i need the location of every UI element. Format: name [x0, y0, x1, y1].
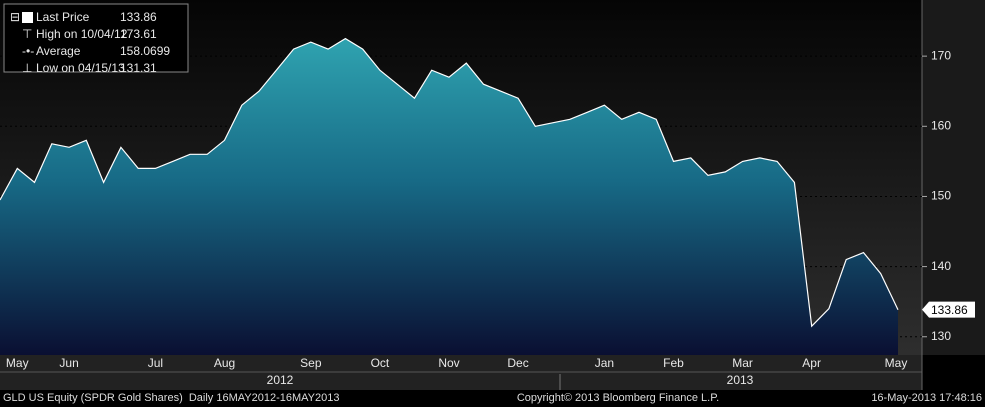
year-label: 2013 — [727, 373, 754, 387]
legend-label: Average — [36, 44, 81, 58]
legend-value: 158.0699 — [120, 44, 170, 58]
y-tick-label: 170 — [931, 48, 951, 62]
x-tick-label: Mar — [732, 356, 753, 370]
y-tick-label: 130 — [931, 329, 951, 343]
y-tick-label: 150 — [931, 189, 951, 203]
legend-value: 173.61 — [120, 27, 157, 41]
x-tick-label: Dec — [507, 356, 528, 370]
x-tick-label: Feb — [663, 356, 684, 370]
x-tick-label: Jan — [595, 356, 614, 370]
right-axis-area — [922, 0, 985, 355]
year-label: 2012 — [267, 373, 294, 387]
footer-left: GLD US Equity (SPDR Gold Shares) Daily 1… — [3, 392, 339, 404]
legend-swatch — [22, 12, 33, 23]
last-price-tag — [922, 301, 975, 318]
x-tick-label: Jun — [59, 356, 78, 370]
y-tick-label: 140 — [931, 259, 951, 273]
legend-icon: -•- — [22, 44, 34, 58]
area — [0, 38, 898, 355]
last-price-label: 133.86 — [931, 303, 968, 317]
legend-label: Last Price — [36, 10, 90, 24]
legend-value: 131.31 — [120, 61, 157, 75]
footer-right: 16-May-2013 17:48:16 — [871, 392, 982, 404]
x-tick-label: May — [885, 356, 908, 370]
legend-box — [3, 3, 189, 73]
x-tick-label: May — [6, 356, 29, 370]
x-tick-label: Sep — [300, 356, 322, 370]
x-tick-label: Nov — [438, 356, 459, 370]
legend-value: 133.86 — [120, 10, 157, 24]
legend-icon: ⊥ — [22, 61, 32, 75]
x-tick-label: Oct — [371, 356, 390, 370]
x-tick-label: Jul — [148, 356, 163, 370]
line — [0, 37, 899, 328]
x-tick-label: Aug — [214, 356, 235, 370]
y-tick-label: 160 — [931, 118, 951, 132]
legend-icon: ⊟ — [10, 10, 20, 24]
legend-label: Low on 04/15/13 — [36, 61, 125, 75]
footer-center: Copyright© 2013 Bloomberg Finance L.P. — [517, 392, 719, 404]
plot — [0, 37, 922, 355]
legend-icon: ⊤ — [22, 27, 32, 41]
x-tick-label: Apr — [802, 356, 821, 370]
legend-label: High on 10/04/12 — [36, 27, 128, 41]
legend: Last Price 133.86 ⊤ -•- ⊥ ⊟ High on 10/0… — [3, 3, 189, 75]
